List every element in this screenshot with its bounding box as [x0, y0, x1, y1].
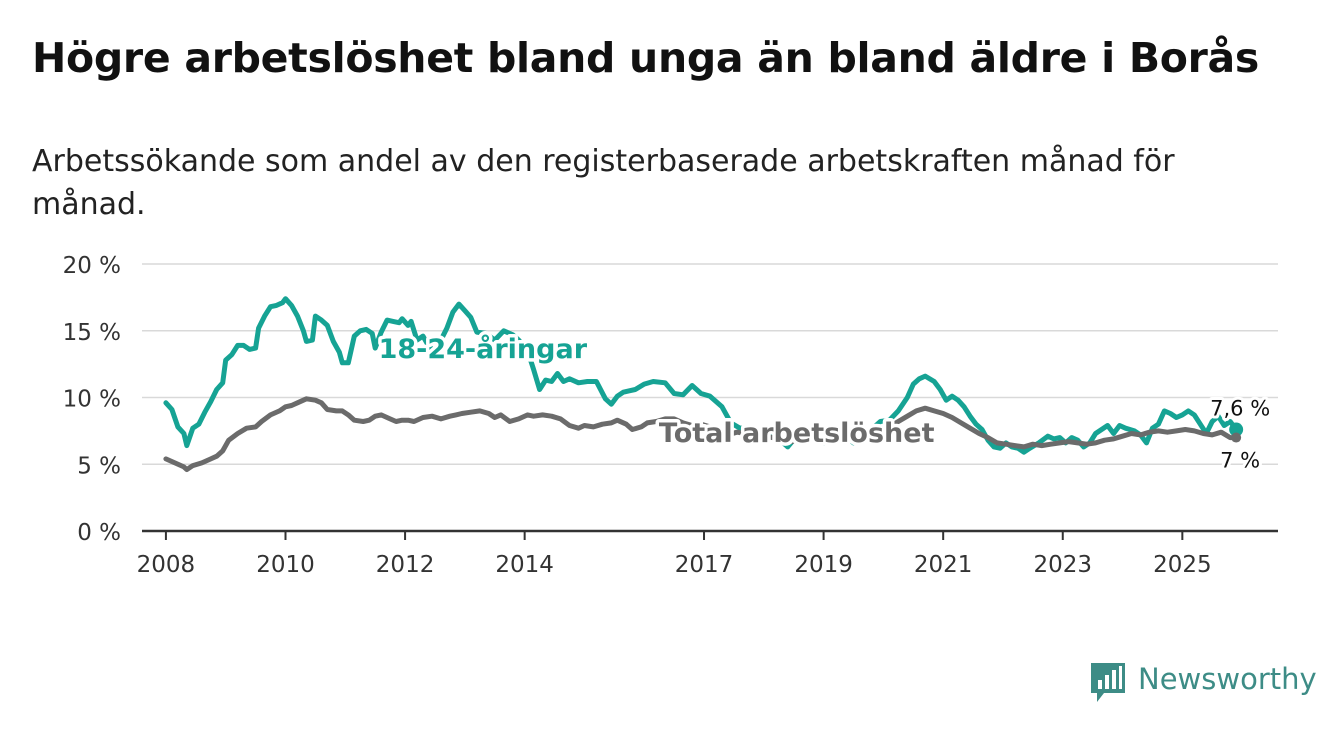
x-tick-label: 2008: [137, 552, 196, 578]
x-tick-label: 2021: [914, 552, 973, 578]
end-value-label-youth: 7,6 %: [1210, 397, 1270, 421]
series-line-total: [163, 396, 1239, 473]
x-tick-label: 2012: [376, 552, 435, 578]
axes: 0 % 5 % 10 % 15 % 20 % 2008 2010 2012 2014 2017 20…: [63, 253, 1278, 578]
x-tick-label: 2010: [256, 552, 315, 578]
y-tick-label: 20 %: [63, 253, 121, 279]
bar-chart-icon: [1091, 663, 1125, 702]
x-tick-label: 2025: [1153, 552, 1212, 578]
end-value-label-total: 7 %: [1220, 449, 1260, 473]
brand-name: Newsworthy: [1138, 662, 1317, 696]
series-label-youth: 18-24-åringar: [379, 333, 588, 365]
series-lines: [163, 296, 1244, 473]
newsworthy-logo: Newsworthy: [1088, 660, 1318, 706]
series-label-total: Total arbetslöshet: [659, 418, 935, 449]
y-tick-label: 0 %: [77, 520, 121, 546]
y-tick-label: 10 %: [63, 387, 121, 413]
end-point-youth: [1229, 422, 1244, 437]
x-tick-label: 2023: [1033, 552, 1092, 578]
y-tick-label: 15 %: [63, 320, 121, 346]
chart-title: Högre arbetslöshet bland unga än bland ä…: [32, 34, 1260, 82]
series-labels: 18-24-åringar Total arbetslöshet 7,6 % 7 %: [375, 330, 1273, 476]
x-tick-label: 2017: [675, 552, 734, 578]
x-tick-label: 2019: [794, 552, 853, 578]
end-point-total: [1231, 432, 1242, 443]
x-tick-label: 2014: [495, 552, 554, 578]
y-tick-label: 5 %: [77, 453, 121, 479]
chart-subtitle: Arbetssökande som andel av den registerb…: [32, 144, 1175, 222]
series-line-youth: [163, 296, 1239, 455]
